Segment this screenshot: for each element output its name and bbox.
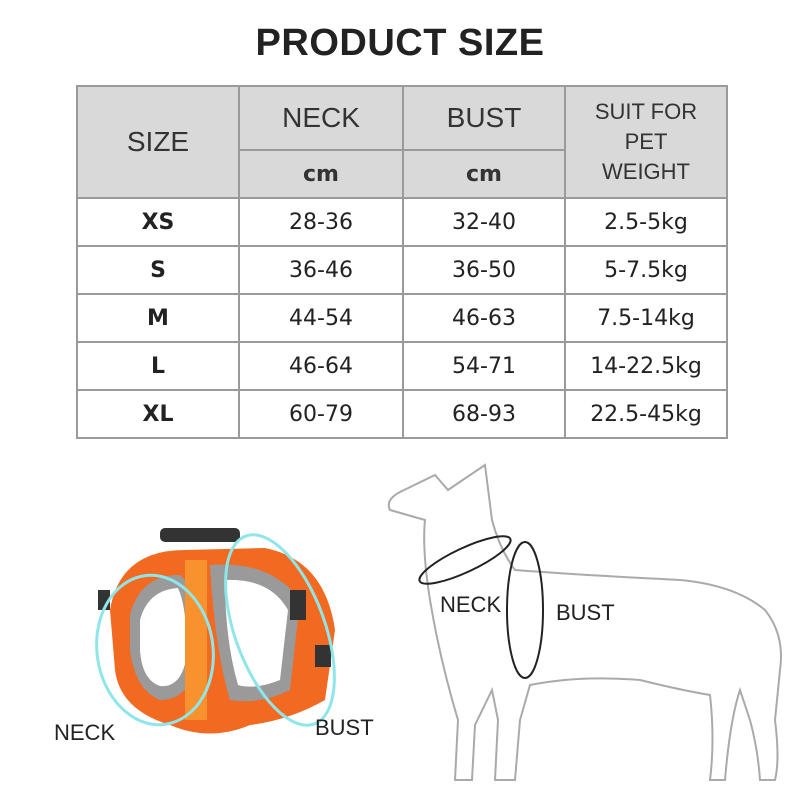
cell-neck: 60-79 — [238, 389, 404, 439]
cell-neck: 44-54 — [238, 293, 404, 343]
cell-bust: 68-93 — [402, 389, 566, 439]
page-title: PRODUCT SIZE — [255, 22, 545, 64]
table-row: M 44-54 46-63 7.5-14kg — [76, 293, 728, 343]
header-bust-unit: cm — [402, 149, 566, 199]
dog-outline-image — [387, 463, 782, 781]
cell-weight: 7.5-14kg — [564, 293, 728, 343]
cell-weight: 2.5-5kg — [564, 197, 728, 247]
cell-size: M — [76, 293, 240, 343]
harness-neck-label: NECK — [54, 720, 116, 745]
cell-size: S — [76, 245, 240, 295]
cell-bust: 46-63 — [402, 293, 566, 343]
header-weight: SUIT FOR PET WEIGHT — [564, 85, 728, 199]
cell-bust: 36-50 — [402, 245, 566, 295]
dog-bust-label: BUST — [556, 600, 615, 625]
cell-neck: 46-64 — [238, 341, 404, 391]
header-neck-unit: cm — [238, 149, 404, 199]
table-row: S 36-46 36-50 5-7.5kg — [76, 245, 728, 295]
harness-bust-label: BUST — [315, 715, 374, 740]
table-row: L 46-64 54-71 14-22.5kg — [76, 341, 728, 391]
cell-bust: 32-40 — [402, 197, 566, 247]
size-table: SIZE NECK BUST SUIT FOR PET WEIGHT cm cm… — [76, 85, 728, 439]
header-size: SIZE — [76, 85, 240, 199]
cell-weight: 22.5-45kg — [564, 389, 728, 439]
harness-image — [95, 528, 336, 734]
cell-neck: 28-36 — [238, 197, 404, 247]
header-neck: NECK — [238, 85, 404, 151]
table-row: XL 60-79 68-93 22.5-45kg — [76, 389, 728, 439]
cell-size: L — [76, 341, 240, 391]
cell-size: XS — [76, 197, 240, 247]
header-weight-text: SUIT FOR PET WEIGHT — [594, 99, 698, 184]
cell-bust: 54-71 — [402, 341, 566, 391]
cell-size: XL — [76, 389, 240, 439]
cell-neck: 36-46 — [238, 245, 404, 295]
cell-weight: 5-7.5kg — [564, 245, 728, 295]
cell-weight: 14-22.5kg — [564, 341, 728, 391]
dog-neck-label: NECK — [440, 592, 502, 617]
header-bust: BUST — [402, 85, 566, 151]
table-row: XS 28-36 32-40 2.5-5kg — [76, 197, 728, 247]
